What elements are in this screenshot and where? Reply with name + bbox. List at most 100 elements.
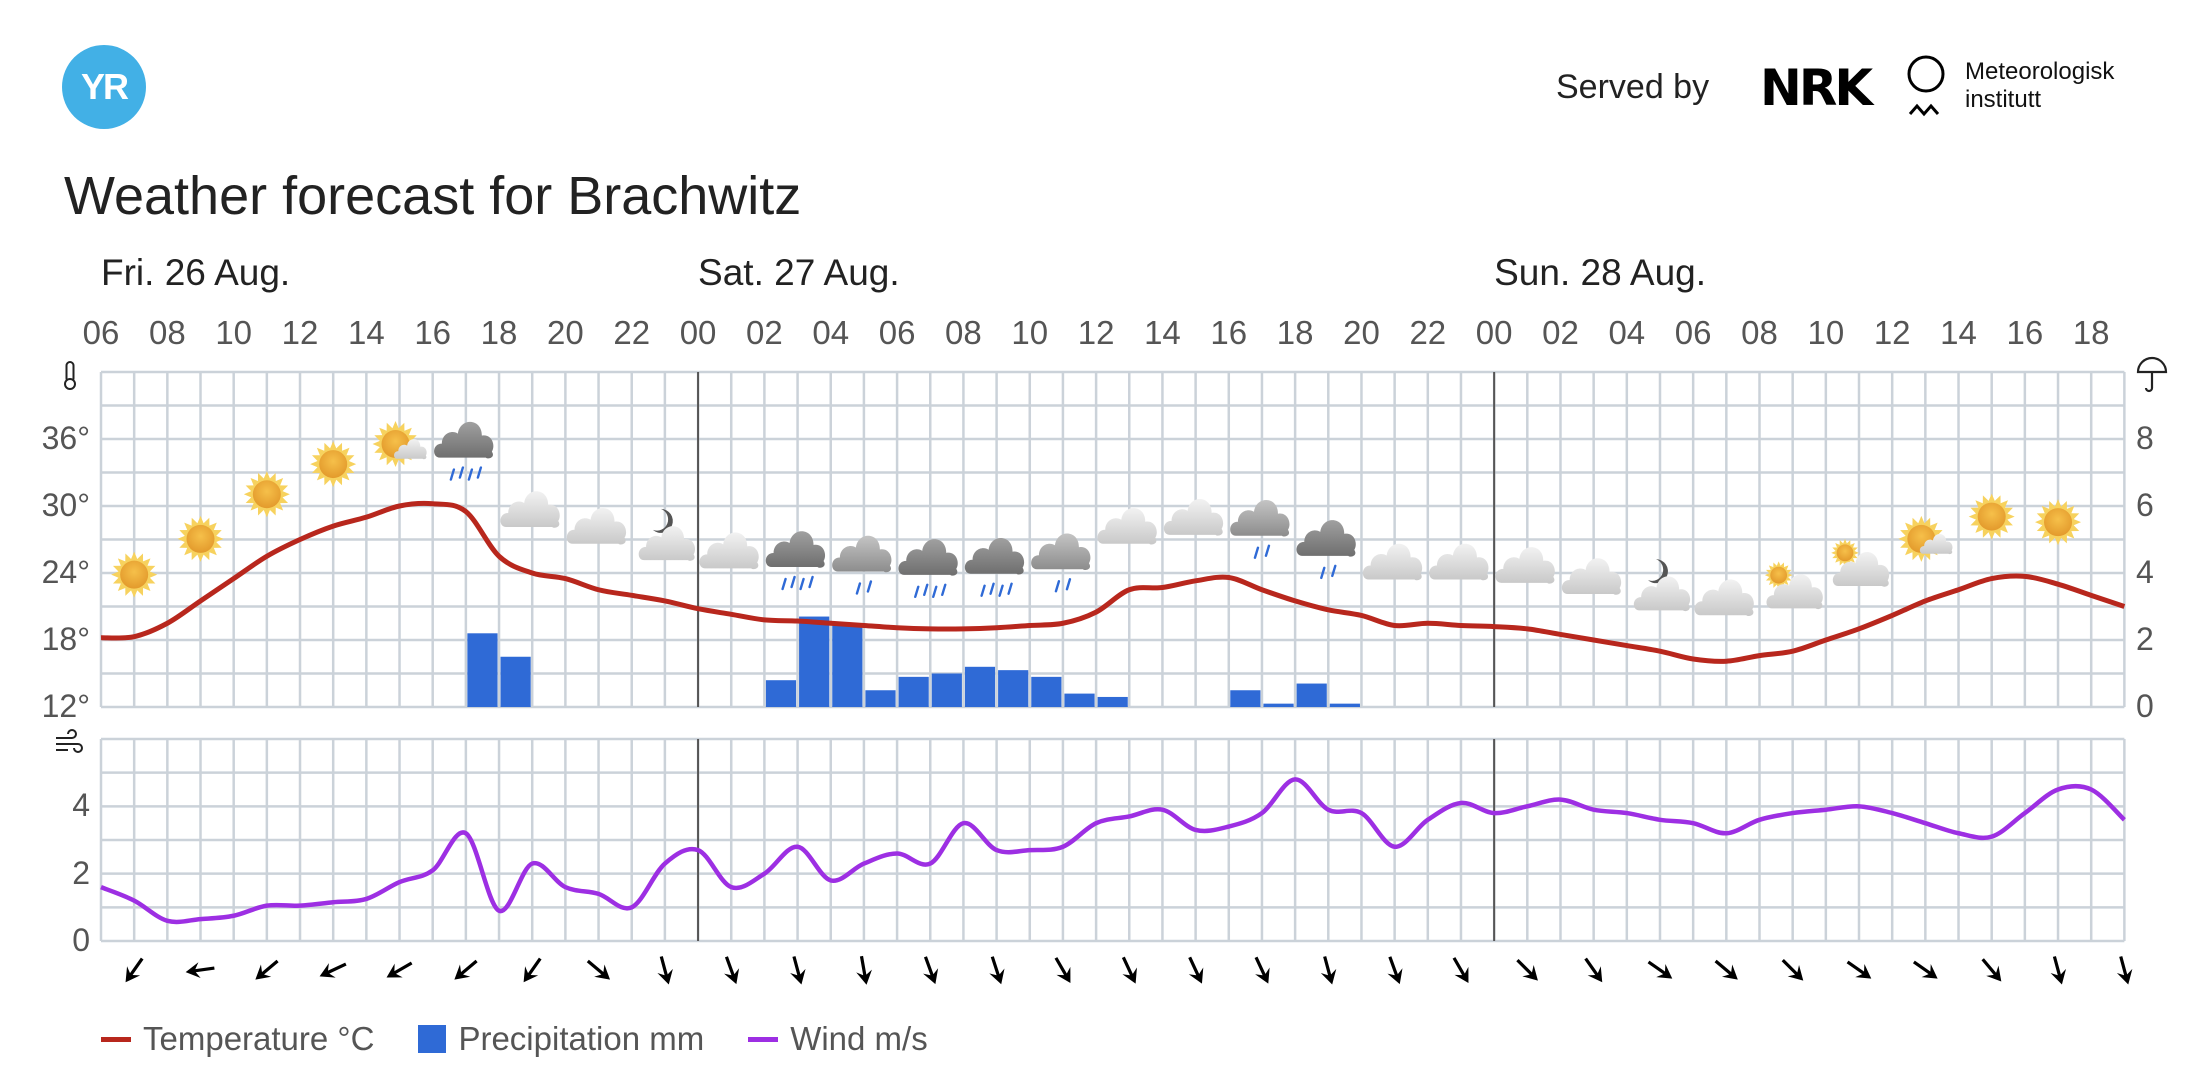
cloud-icon <box>1031 533 1091 570</box>
arrow-shape <box>923 956 939 985</box>
wind-axis-label: 0 <box>72 922 90 958</box>
wind-axis-label: 2 <box>72 854 90 891</box>
temp-axis-label: 18° <box>41 621 90 657</box>
rain-drops-icon <box>980 582 1013 597</box>
precipitation-bar <box>964 666 996 707</box>
legend-precipitation-label: Precipitation mm <box>458 1020 705 1057</box>
cloud-shape <box>832 535 892 573</box>
weather-symbol-cloudy <box>1163 499 1224 536</box>
cloud-icon <box>434 421 494 459</box>
rain-drop <box>989 582 995 595</box>
temperature-line <box>100 500 2126 664</box>
rain-drop <box>941 583 947 597</box>
arrow-shape <box>724 956 740 985</box>
sun-disc <box>1770 566 1788 584</box>
cloud-icon <box>1633 576 1691 612</box>
rain-drop <box>781 577 787 591</box>
rain-drop <box>932 585 938 599</box>
arrow-shape <box>319 962 347 978</box>
wind-direction-arrow-icon <box>1781 958 1804 981</box>
weather-symbol-partly-cloudy-day <box>1764 561 1823 610</box>
day-label: Fri. 26 Aug. <box>101 252 291 293</box>
cloud-shape <box>1429 543 1489 581</box>
arrow-shape <box>586 959 611 980</box>
cloud-shape <box>434 421 494 459</box>
cloud-icon <box>1919 534 1953 555</box>
hour-tick-label: 08 <box>1741 314 1778 351</box>
cloud-icon <box>765 531 826 568</box>
cloud-icon <box>1561 558 1622 595</box>
rain-drops-icon <box>1253 544 1271 559</box>
cloud-shape <box>1163 499 1224 536</box>
arrow-shape <box>1188 956 1204 984</box>
cloud-shape <box>1694 579 1754 616</box>
temp-axis-label: 24° <box>41 554 90 590</box>
hour-tick-label: 14 <box>1144 314 1181 351</box>
precipitation-bar <box>1064 693 1095 707</box>
cloud-shape <box>1097 507 1157 545</box>
weather-symbol-partly-cloudy-day <box>1831 539 1890 587</box>
weather-symbol-cloudy <box>1097 507 1157 545</box>
cloud-icon <box>1832 552 1890 587</box>
precipitation-bar <box>998 670 1029 707</box>
weather-symbol-sun <box>177 515 224 562</box>
arrow-shape <box>1781 958 1804 981</box>
rain-drop <box>808 575 814 589</box>
sun-icon <box>177 515 224 562</box>
wind-axis-label: 4 <box>72 787 90 824</box>
hour-tick-label: 14 <box>348 314 385 351</box>
cloud-shape <box>638 526 696 561</box>
wind-direction-arrow-icon <box>1452 957 1469 983</box>
legend: Temperature °C Precipitation mm Wind m/s <box>101 1020 928 1058</box>
wind-direction-arrow-icon <box>724 956 740 985</box>
weather-symbol-sun <box>2035 499 2082 546</box>
cloud-shape <box>1230 499 1290 537</box>
nrk-logo[interactable]: NRK <box>1760 59 1873 117</box>
arrow-shape <box>255 959 279 980</box>
hour-tick-label: 06 <box>82 314 120 351</box>
rain-drop <box>998 584 1004 597</box>
arrow-shape <box>185 962 215 979</box>
moon-icon <box>652 508 673 533</box>
rain-drop <box>1331 564 1337 578</box>
weather-symbol-fair-day <box>1898 515 1953 562</box>
yr-logo[interactable]: YR <box>62 45 146 129</box>
wind-line <box>100 777 2126 925</box>
sun-icon <box>1968 493 2015 540</box>
hour-tick-label: 04 <box>812 314 850 351</box>
arrow-shape <box>1714 959 1738 980</box>
hour-tick-label: 10 <box>1807 314 1845 351</box>
sun-icon <box>111 551 158 598</box>
arrow-shape <box>1452 957 1469 983</box>
hour-tick-label: 10 <box>215 314 253 351</box>
wind-direction-arrow-icon <box>185 962 215 979</box>
weather-symbol-cloudy <box>500 491 560 528</box>
cloud-icon <box>1429 543 1489 581</box>
rain-drop <box>1007 582 1013 595</box>
rain-drop <box>799 577 805 591</box>
wind-direction-arrow-icon <box>657 956 673 985</box>
rain-drop <box>449 468 456 481</box>
precipitation-bar <box>500 656 531 707</box>
met-logo-text[interactable]: Meteorologisk institutt <box>1965 58 2114 114</box>
umbrella-handle <box>2144 372 2154 393</box>
rain-drop <box>1054 580 1061 593</box>
weather-symbol-cloudy <box>1429 543 1489 581</box>
weather-symbol-light-rain-dark <box>1296 520 1356 580</box>
sun-disc <box>186 524 215 553</box>
hour-tick-label: 16 <box>1210 314 1248 351</box>
weather-symbol-cloudy <box>1495 547 1555 584</box>
day-label: Sat. 27 Aug. <box>698 252 900 293</box>
cloud-shape <box>1832 552 1890 587</box>
temp-axis-label: 36° <box>41 420 90 456</box>
weather-symbols <box>111 421 2082 616</box>
sun-disc <box>319 450 348 479</box>
rain-drop <box>476 466 483 479</box>
met-logo-icon <box>1907 55 1945 117</box>
arrow-shape <box>1254 956 1270 984</box>
wind-direction-arrow-icon <box>1846 960 1872 979</box>
cloud-shape <box>964 537 1025 575</box>
arrow-shape <box>2050 956 2067 985</box>
cloud-shape <box>1561 558 1622 595</box>
cloud-shape <box>1633 576 1691 612</box>
